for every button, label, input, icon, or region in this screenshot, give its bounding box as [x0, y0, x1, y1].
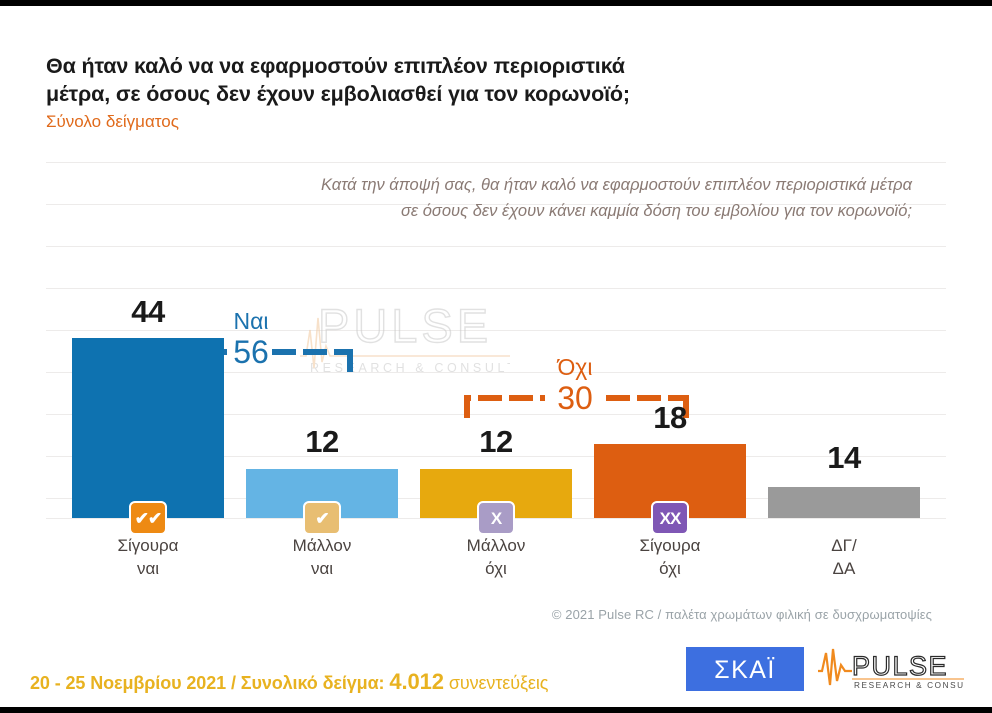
category-label-3: Μάλλον όχι: [420, 534, 572, 580]
gridline: [46, 456, 946, 457]
bar-5[interactable]: [768, 487, 920, 518]
title-block: Θα ήταν καλό να να εφαρμοστούν επιπλέον …: [46, 52, 746, 133]
skai-logo: ΣΚΑΪ: [686, 647, 804, 691]
category-label-3-line2: όχι: [485, 559, 507, 578]
question-line-2: σε όσους δεν έχουν κάνει καμμία δόση του…: [400, 202, 912, 220]
category-label-2: Μάλλον ναι: [246, 534, 398, 580]
double-x-icon: XX: [651, 501, 689, 535]
bracket-label-yes-text: Ναι: [233, 308, 269, 334]
category-label-4-line2: όχι: [659, 559, 681, 578]
category-label-5-line1: ΔΓ/: [831, 536, 857, 555]
svg-text:PULSE: PULSE: [852, 651, 948, 681]
bar-chart-bars: 44 ✔✔ 12 ✔ 12 X 18 XX 14: [72, 260, 920, 535]
gridline: [46, 288, 946, 289]
check-icon: ✔: [303, 501, 341, 535]
top-edge-bar: [0, 0, 992, 6]
category-label-5: ΔΓ/ ΔΑ: [768, 534, 920, 580]
question-text: Κατά την άποψή σας, θα ήταν καλό να εφαρ…: [240, 172, 912, 224]
x-icon: X: [477, 501, 515, 535]
bottom-edge-bar: [0, 707, 992, 713]
bar-value-4: 18: [653, 400, 687, 435]
bar-value-5: 14: [827, 440, 861, 475]
pulse-logo: PULSE RESEARCH & CONSULTING: [818, 645, 992, 691]
footer-info: 20 - 25 Νοεμβρίου 2021 / Συνολικό δείγμα…: [30, 669, 548, 695]
bracket-label-yes: Ναι 56: [196, 308, 306, 369]
category-label-4: Σίγουρα όχι: [594, 534, 746, 580]
footer-dates: 20 - 25 Νοεμβρίου 2021: [30, 673, 227, 693]
page-title-line-2: μέτρα, σε όσους δεν έχουν εμβολιασθεί γι…: [46, 82, 630, 106]
gridline: [46, 204, 946, 205]
category-label-2-line2: ναι: [310, 559, 334, 578]
sample-subtitle: Σύνολο δείγματος: [46, 112, 179, 131]
svg-text:ΣΚΑΪ: ΣΚΑΪ: [714, 656, 776, 684]
bar-value-1: 44: [131, 294, 165, 329]
bracket-label-no: Όχι 30: [520, 354, 630, 415]
category-label-1-line1: Σίγουρα: [117, 536, 179, 555]
double-check-icon: ✔✔: [129, 501, 167, 535]
footer-sample-size: 4.012: [389, 669, 444, 694]
footer-sample-label: Συνολικό δείγμα:: [240, 673, 385, 693]
bar-value-3: 12: [479, 424, 513, 459]
category-label-1-line2: ναι: [136, 559, 160, 578]
question-line-1: Κατά την άποψή σας, θα ήταν καλό να εφαρ…: [321, 176, 912, 194]
bracket-label-no-text: Όχι: [557, 354, 593, 380]
category-label-4-line1: Σίγουρα: [639, 536, 701, 555]
page-title-line-1: Θα ήταν καλό να να εφαρμοστούν επιπλέον …: [46, 54, 625, 78]
svg-text:RESEARCH & CONSULTING: RESEARCH & CONSULTING: [854, 681, 964, 690]
bracket-label-yes-value: 56: [233, 334, 269, 370]
footer-sample-unit: συνεντεύξεις: [448, 673, 549, 693]
bar-value-2: 12: [305, 424, 339, 459]
gridline: [46, 162, 946, 163]
category-label-1: Σίγουρα ναι: [72, 534, 224, 580]
bracket-label-no-value: 30: [557, 380, 593, 416]
category-label-3-line1: Μάλλον: [466, 536, 526, 555]
gridline: [46, 372, 946, 373]
footer-separator: /: [230, 673, 236, 693]
bar-1[interactable]: [72, 338, 224, 518]
copyright-note: © 2021 Pulse RC / παλέτα χρωμάτων φιλική…: [551, 607, 932, 622]
gridline: [46, 246, 946, 247]
category-label-2-line1: Μάλλον: [292, 536, 352, 555]
category-label-5-line2: ΔΑ: [832, 559, 856, 578]
